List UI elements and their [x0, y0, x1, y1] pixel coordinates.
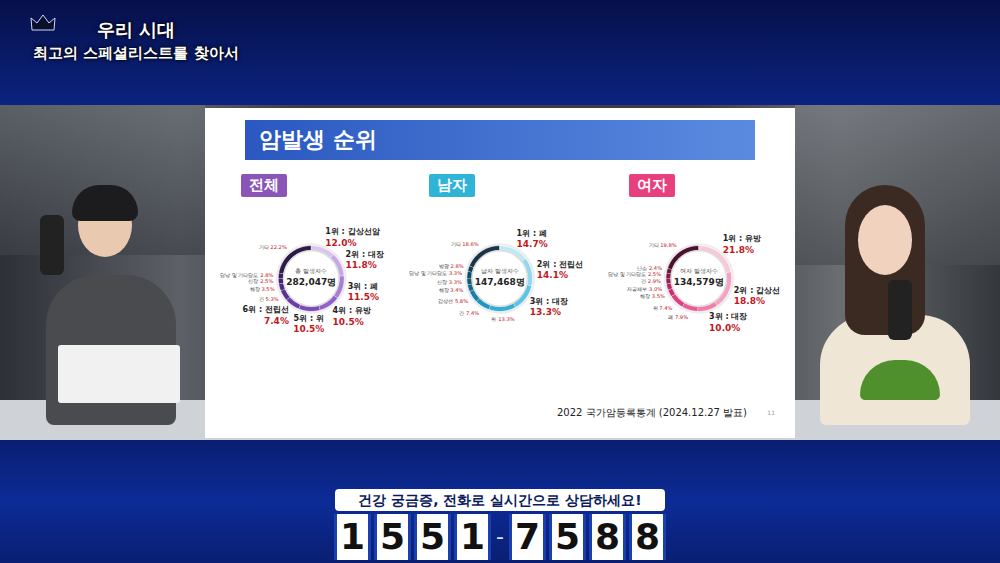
- svg-text:췌장: 췌장: [640, 293, 650, 299]
- svg-text:18.6%: 18.6%: [462, 241, 479, 247]
- svg-text:6위 : 전립선: 6위 : 전립선: [243, 305, 289, 314]
- svg-text:7.9%: 7.9%: [675, 314, 688, 320]
- svg-text:방광: 방광: [439, 263, 449, 269]
- svg-text:3.0%: 3.0%: [649, 286, 662, 292]
- svg-text:담낭 및 기타담도: 담낭 및 기타담도: [608, 271, 646, 277]
- html-text:건강 궁금증, 전화로 실시간으로 상담하세요!: 건강 궁금증, 전화로 실시간으로 상담하세요!: [358, 492, 642, 508]
- svg-text:담낭 및 기타담도: 담낭 및 기타담도: [220, 272, 258, 278]
- svg-text:2위 : 대장: 2위 : 대장: [346, 250, 384, 259]
- html-text:11: 11: [767, 409, 775, 416]
- svg-text:11.8%: 11.8%: [346, 260, 377, 270]
- svg-text:7.4%: 7.4%: [264, 316, 289, 326]
- svg-text:2위 : 갑상선: 2위 : 갑상선: [734, 286, 780, 295]
- svg-text:갑상선: 갑상선: [438, 298, 453, 304]
- svg-text:14.7%: 14.7%: [517, 239, 548, 249]
- html-text:5: 5: [555, 516, 580, 557]
- svg-text:췌장: 췌장: [439, 287, 449, 293]
- svg-text:19.8%: 19.8%: [660, 242, 677, 248]
- svg-text:난소: 난소: [637, 265, 647, 271]
- svg-text:10.5%: 10.5%: [293, 324, 324, 334]
- svg-text:기타: 기타: [649, 242, 659, 248]
- svg-text:282,047명: 282,047명: [286, 277, 336, 287]
- svg-text:13.3%: 13.3%: [530, 307, 561, 317]
- svg-text:3.3%: 3.3%: [449, 279, 462, 285]
- svg-text:2.4%: 2.4%: [649, 265, 662, 271]
- svg-text:2.5%: 2.5%: [260, 278, 273, 284]
- svg-text:5.8%: 5.8%: [455, 298, 468, 304]
- svg-text:7.4%: 7.4%: [466, 310, 479, 316]
- html-text:2022 국가암등록통계 (2024.12.27 발표): 2022 국가암등록통계 (2024.12.27 발표): [557, 407, 747, 418]
- svg-text:기타: 기타: [451, 241, 461, 247]
- svg-text:147,468명: 147,468명: [475, 277, 525, 287]
- svg-text:간: 간: [641, 278, 646, 284]
- svg-text:22.2%: 22.2%: [270, 244, 287, 250]
- svg-text:2위 : 전립선: 2위 : 전립선: [537, 260, 583, 269]
- html-text:1 - 7: 1 - 7: [460, 516, 540, 557]
- html-text:8: 8: [635, 516, 660, 557]
- svg-text:11.5%: 11.5%: [348, 292, 379, 302]
- svg-text:남자 발생자수: 남자 발생자수: [481, 267, 519, 274]
- html-text:5: 5: [380, 516, 405, 557]
- html-text:여자: 여자: [637, 176, 667, 194]
- svg-text:담낭 및 기타담도: 담낭 및 기타담도: [409, 270, 447, 276]
- svg-text:12.0%: 12.0%: [325, 238, 356, 248]
- svg-text:18.8%: 18.8%: [734, 296, 765, 306]
- svg-text:3.3%: 3.3%: [449, 270, 462, 276]
- svg-text:10.0%: 10.0%: [709, 323, 740, 333]
- html-text:5: 5: [420, 516, 445, 557]
- svg-text:3.5%: 3.5%: [652, 293, 665, 299]
- svg-text:7.4%: 7.4%: [659, 305, 672, 311]
- html-text:남자: 남자: [437, 176, 467, 194]
- html-text:전체: 전체: [249, 176, 279, 194]
- html-text:암발생 순위: 암발생 순위: [259, 127, 377, 152]
- svg-text:여자 발생자수: 여자 발생자수: [680, 267, 718, 274]
- svg-text:5.3%: 5.3%: [266, 296, 279, 302]
- svg-text:신장: 신장: [437, 279, 447, 285]
- svg-text:3위 : 대장: 3위 : 대장: [530, 296, 568, 305]
- svg-text:14.1%: 14.1%: [537, 270, 568, 280]
- svg-text:3위 : 폐: 3위 : 폐: [348, 282, 378, 291]
- svg-text:2.9%: 2.9%: [648, 278, 661, 284]
- svg-text:자궁체부: 자궁체부: [627, 286, 647, 292]
- html-text:8: 8: [595, 516, 620, 557]
- svg-text:5위 : 위: 5위 : 위: [294, 314, 324, 323]
- svg-text:13.3%: 13.3%: [498, 316, 515, 322]
- svg-text:간: 간: [459, 310, 464, 316]
- svg-text:3.5%: 3.5%: [261, 286, 274, 292]
- svg-text:1위 : 갑상선암: 1위 : 갑상선암: [325, 227, 379, 236]
- svg-text:2.5%: 2.5%: [648, 271, 661, 277]
- svg-text:2.8%: 2.8%: [260, 272, 273, 278]
- svg-text:신장: 신장: [248, 278, 258, 284]
- svg-text:위: 위: [653, 305, 658, 311]
- svg-text:폐: 폐: [668, 314, 673, 320]
- svg-text:기타: 기타: [259, 244, 269, 250]
- svg-text:10.5%: 10.5%: [333, 317, 364, 327]
- svg-text:1위 : 폐: 1위 : 폐: [517, 229, 547, 238]
- svg-text:1위 : 유방: 1위 : 유방: [723, 234, 761, 243]
- svg-text:3위 : 대장: 3위 : 대장: [709, 312, 747, 321]
- svg-text:134,579명: 134,579명: [674, 277, 724, 287]
- svg-text:2.8%: 2.8%: [450, 263, 463, 269]
- html-text:우리 시대: 우리 시대: [96, 19, 176, 40]
- svg-text:위: 위: [491, 316, 496, 322]
- svg-text:총 발생자수: 총 발생자수: [295, 267, 327, 274]
- svg-text:췌장: 췌장: [250, 286, 260, 292]
- html-text:1: 1: [340, 516, 365, 557]
- svg-text:3.4%: 3.4%: [450, 287, 463, 293]
- svg-text:간: 간: [259, 296, 264, 302]
- svg-text:21.8%: 21.8%: [723, 245, 754, 255]
- html-text:최고의 스페셜리스트를 찾아서: 최고의 스페셜리스트를 찾아서: [33, 45, 239, 61]
- svg-text:4위 : 유방: 4위 : 유방: [333, 306, 371, 315]
